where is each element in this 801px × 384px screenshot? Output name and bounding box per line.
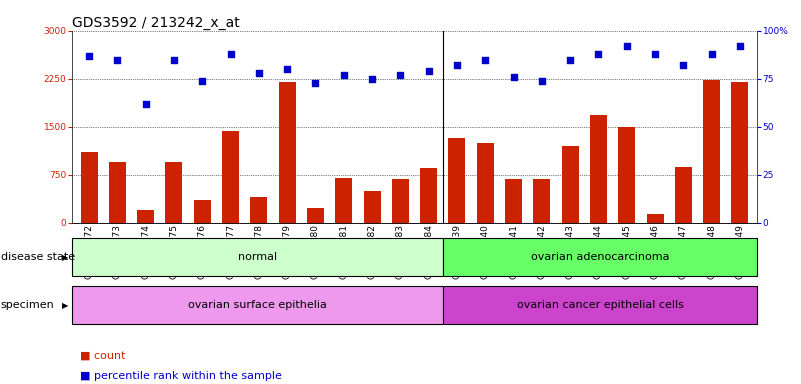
Point	[734, 43, 747, 49]
Bar	[166, 162, 183, 223]
Bar	[703, 80, 720, 223]
Point	[366, 76, 379, 82]
Bar	[505, 179, 522, 223]
Point	[167, 56, 180, 63]
Text: GDS3592 / 213242_x_at: GDS3592 / 213242_x_at	[72, 16, 239, 30]
Point	[224, 51, 237, 57]
Bar	[109, 162, 126, 223]
Bar	[72, 238, 443, 276]
Point	[592, 51, 605, 57]
Point	[620, 43, 633, 49]
Bar	[392, 179, 409, 223]
Bar	[222, 131, 239, 223]
Point	[281, 66, 294, 72]
Point	[196, 78, 209, 84]
Text: ovarian cancer epithelial cells: ovarian cancer epithelial cells	[517, 300, 683, 310]
Bar	[562, 146, 578, 223]
Point	[252, 70, 265, 76]
Bar	[477, 143, 493, 223]
Text: ovarian adenocarcinoma: ovarian adenocarcinoma	[531, 252, 670, 262]
Bar	[443, 286, 757, 324]
Bar	[590, 115, 607, 223]
Bar	[72, 286, 443, 324]
Text: ▶: ▶	[62, 253, 68, 262]
Bar	[675, 167, 692, 223]
Text: normal: normal	[238, 252, 277, 262]
Bar	[646, 214, 663, 223]
Bar	[336, 178, 352, 223]
Point	[535, 78, 548, 84]
Point	[507, 74, 520, 80]
Point	[139, 101, 152, 107]
Bar	[251, 197, 268, 223]
Text: ovarian surface epithelia: ovarian surface epithelia	[188, 300, 327, 310]
Point	[83, 53, 95, 59]
Bar	[364, 191, 380, 223]
Text: disease state: disease state	[1, 252, 75, 262]
Point	[564, 56, 577, 63]
Bar	[421, 168, 437, 223]
Text: ▶: ▶	[62, 301, 68, 310]
Bar	[279, 82, 296, 223]
Bar	[307, 208, 324, 223]
Point	[705, 51, 718, 57]
Point	[479, 56, 492, 63]
Text: ■ percentile rank within the sample: ■ percentile rank within the sample	[80, 371, 282, 381]
Point	[394, 72, 407, 78]
Bar	[443, 238, 757, 276]
Text: ■ count: ■ count	[80, 350, 126, 360]
Point	[450, 62, 463, 68]
Bar	[194, 200, 211, 223]
Bar	[449, 138, 465, 223]
Bar	[533, 179, 550, 223]
Point	[422, 68, 435, 74]
Bar	[81, 152, 98, 223]
Point	[649, 51, 662, 57]
Bar	[618, 127, 635, 223]
Text: specimen: specimen	[1, 300, 54, 310]
Point	[111, 56, 124, 63]
Bar	[137, 210, 154, 223]
Bar	[731, 82, 748, 223]
Point	[677, 62, 690, 68]
Point	[309, 79, 322, 86]
Point	[337, 72, 350, 78]
